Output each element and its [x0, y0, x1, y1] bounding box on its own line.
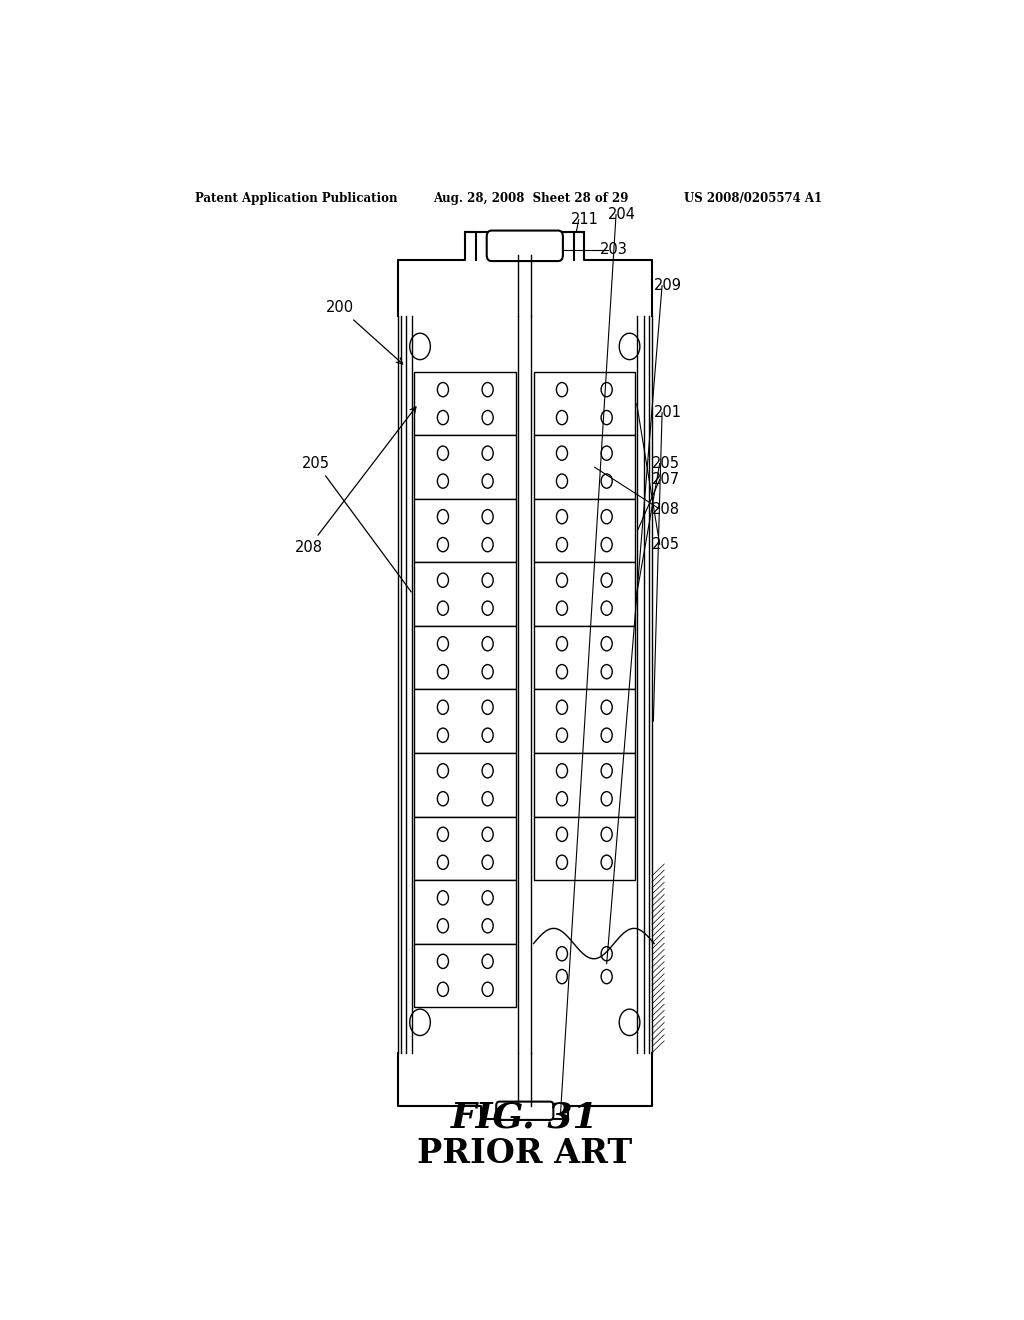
Text: 208: 208: [652, 502, 680, 516]
Bar: [415, 626, 516, 689]
Bar: [534, 436, 635, 499]
Text: 205: 205: [302, 455, 412, 591]
Text: US 2008/0205574 A1: US 2008/0205574 A1: [684, 191, 821, 205]
Text: 207: 207: [652, 473, 680, 487]
Bar: [534, 752, 635, 817]
Text: 200: 200: [326, 301, 402, 364]
Text: 204: 204: [608, 207, 636, 222]
Text: 211: 211: [570, 213, 599, 227]
Bar: [534, 817, 635, 880]
Bar: [415, 372, 516, 436]
Text: 209: 209: [654, 279, 682, 293]
Bar: [415, 562, 516, 626]
Bar: [534, 626, 635, 689]
Text: 201: 201: [654, 405, 682, 420]
Bar: [415, 880, 516, 944]
Bar: [415, 817, 516, 880]
Text: 203: 203: [600, 243, 628, 257]
Bar: [415, 436, 516, 499]
Bar: [534, 562, 635, 626]
Bar: [415, 752, 516, 817]
Bar: [415, 499, 516, 562]
Text: 205: 205: [652, 537, 680, 552]
Text: Aug. 28, 2008  Sheet 28 of 29: Aug. 28, 2008 Sheet 28 of 29: [433, 191, 629, 205]
Bar: [534, 689, 635, 752]
Text: Patent Application Publication: Patent Application Publication: [196, 191, 398, 205]
Bar: [415, 944, 516, 1007]
Bar: [534, 499, 635, 562]
Bar: [534, 372, 635, 436]
Bar: [415, 689, 516, 752]
Text: FIG. 31: FIG. 31: [451, 1100, 599, 1134]
Text: 205: 205: [652, 455, 680, 471]
FancyBboxPatch shape: [486, 231, 563, 261]
Text: PRIOR ART: PRIOR ART: [417, 1137, 633, 1170]
FancyBboxPatch shape: [497, 1102, 553, 1119]
Text: 208: 208: [295, 407, 416, 556]
